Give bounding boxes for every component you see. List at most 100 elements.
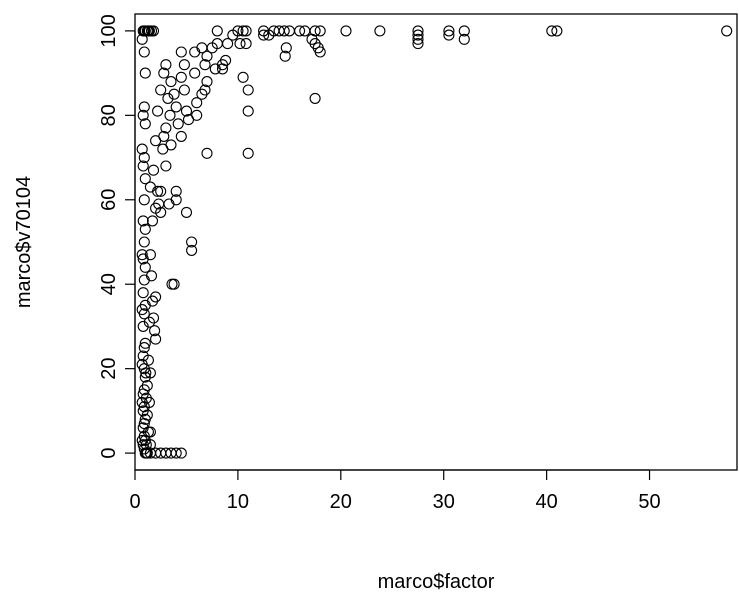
data-point xyxy=(137,287,149,299)
data-point xyxy=(136,304,148,316)
data-point xyxy=(443,25,455,37)
data-point xyxy=(227,29,239,41)
data-point xyxy=(138,418,150,430)
data-point xyxy=(136,33,148,45)
data-point xyxy=(551,25,563,37)
data-point xyxy=(189,46,201,58)
data-point xyxy=(143,25,155,37)
data-point xyxy=(374,25,386,37)
data-point xyxy=(160,160,172,172)
data-point xyxy=(201,147,213,159)
data-point xyxy=(242,105,254,117)
data-point xyxy=(137,405,149,417)
data-point xyxy=(155,84,167,96)
x-tick-label: 50 xyxy=(638,491,660,513)
data-point xyxy=(189,67,201,79)
data-point xyxy=(240,25,252,37)
data-point xyxy=(144,426,156,438)
data-point xyxy=(139,223,151,235)
data-point xyxy=(168,88,180,100)
data-point xyxy=(138,46,150,58)
data-point xyxy=(160,122,172,134)
x-axis: 0 10 20 30 40 50 xyxy=(129,469,661,513)
data-point xyxy=(138,342,150,354)
y-axis-title: marco$v70104 xyxy=(13,176,35,308)
data-point xyxy=(182,114,195,126)
data-point xyxy=(138,274,150,286)
data-point xyxy=(146,215,159,227)
data-point xyxy=(273,25,285,37)
data-point xyxy=(196,88,208,100)
data-point xyxy=(139,118,151,130)
data-point xyxy=(165,76,177,88)
x-tick-label: 20 xyxy=(330,491,352,513)
y-tick-label: 80 xyxy=(98,104,120,126)
data-point xyxy=(242,147,254,159)
data-point xyxy=(306,33,318,45)
plot-box xyxy=(134,13,738,471)
data-point xyxy=(147,164,160,176)
data-point xyxy=(443,29,455,41)
data-point xyxy=(175,71,187,83)
data-point xyxy=(147,312,160,324)
data-point xyxy=(163,198,175,210)
data-point xyxy=(299,25,311,37)
data-point xyxy=(162,92,174,104)
data-point xyxy=(175,46,187,58)
data-point xyxy=(309,92,321,104)
data-point xyxy=(137,253,149,265)
data-point xyxy=(180,105,193,117)
data-point xyxy=(139,173,151,185)
data-point xyxy=(412,29,424,41)
data-point xyxy=(458,33,470,45)
data-point xyxy=(166,278,178,290)
data-point xyxy=(191,97,203,109)
data-point xyxy=(137,388,149,400)
data-point xyxy=(175,130,187,142)
data-point xyxy=(178,84,190,96)
x-axis-title: marco$factor xyxy=(378,571,495,593)
data-point xyxy=(237,71,249,83)
data-point xyxy=(137,109,149,121)
data-point xyxy=(160,59,172,71)
data-point xyxy=(340,25,352,37)
data-point xyxy=(170,185,182,197)
data-point xyxy=(145,270,158,282)
data-point xyxy=(186,244,198,256)
data-point xyxy=(136,143,148,155)
data-point xyxy=(138,194,150,206)
data-point xyxy=(144,181,156,193)
data-point xyxy=(546,25,558,37)
data-point xyxy=(170,447,182,459)
data-point xyxy=(164,109,176,121)
data-point xyxy=(158,67,170,79)
data-point xyxy=(234,38,246,50)
x-tick-label: 30 xyxy=(433,491,455,513)
data-point xyxy=(139,337,151,349)
data-point xyxy=(201,50,213,62)
data-point xyxy=(211,25,223,37)
data-point xyxy=(157,143,169,155)
data-point xyxy=(139,67,151,79)
y-axis: 0 20 40 60 80 100 xyxy=(98,14,136,459)
data-point xyxy=(138,384,150,396)
data-point xyxy=(170,101,182,113)
data-point xyxy=(412,25,424,37)
data-point xyxy=(721,25,733,37)
data-point xyxy=(178,59,190,71)
data-point xyxy=(175,447,187,459)
data-point xyxy=(143,316,155,328)
data-point xyxy=(139,371,151,383)
data-point xyxy=(136,249,148,261)
data-point xyxy=(137,160,149,172)
data-point xyxy=(150,333,162,345)
data-point xyxy=(458,25,470,37)
data-point xyxy=(279,50,291,62)
data-point xyxy=(216,63,229,75)
data-point xyxy=(152,105,164,117)
data-points xyxy=(136,25,733,459)
data-point xyxy=(412,38,424,50)
data-point xyxy=(137,350,149,362)
data-point xyxy=(237,25,249,37)
